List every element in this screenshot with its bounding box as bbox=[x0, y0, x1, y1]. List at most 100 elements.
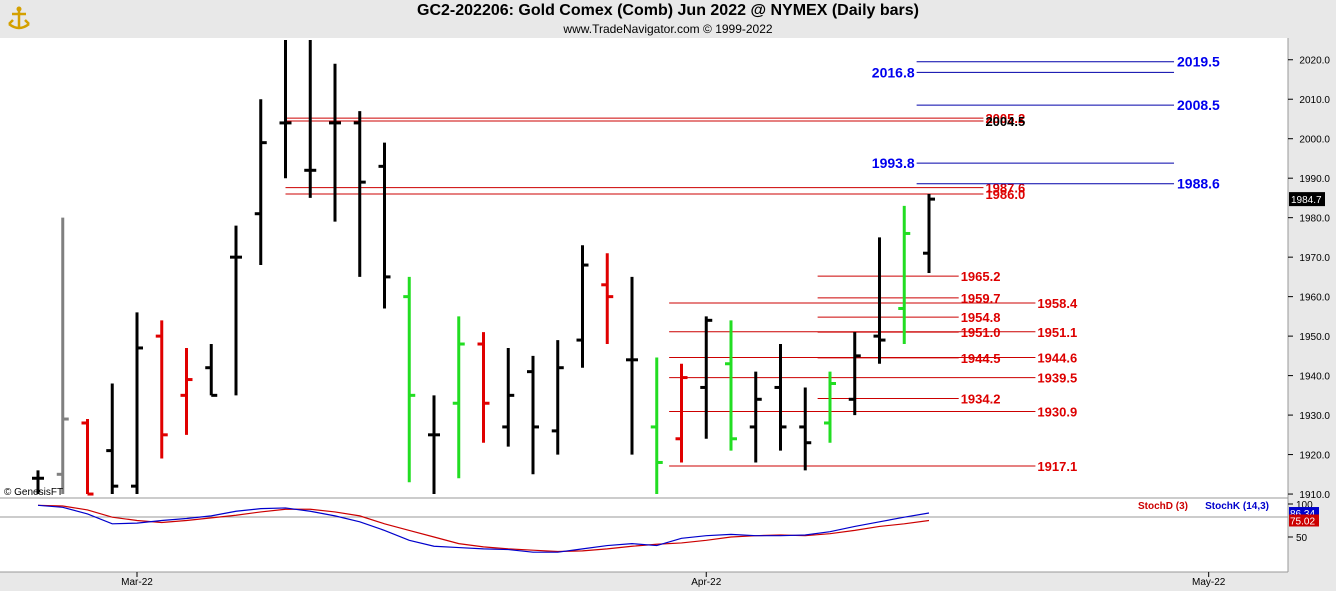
ohlc-bar bbox=[749, 371, 762, 463]
ohlc-bar bbox=[774, 344, 787, 451]
blue-level-label: 1993.8 bbox=[872, 155, 915, 171]
red-level-label: 1944.5 bbox=[961, 351, 1001, 366]
ohlc-bar bbox=[131, 312, 143, 495]
ohlc-bar bbox=[576, 245, 589, 368]
ohlc-bar bbox=[848, 332, 861, 416]
red-level-label: 1944.6 bbox=[1037, 350, 1077, 365]
x-tick-label: Apr-22 bbox=[691, 577, 721, 588]
stochd-line bbox=[37, 504, 930, 553]
red-level-label: 1965.2 bbox=[961, 269, 1001, 284]
stochd-value: 75.02 bbox=[1290, 516, 1315, 527]
ohlc-bar bbox=[799, 387, 812, 471]
red-level-label: 1958.4 bbox=[1037, 296, 1078, 311]
ohlc-bar bbox=[353, 111, 366, 277]
ohlc-bar bbox=[32, 470, 44, 495]
ohlc-bar bbox=[56, 217, 69, 495]
stochastic-panel bbox=[0, 498, 1288, 572]
red-level-label: 1930.9 bbox=[1037, 405, 1077, 420]
y-tick-label: 1930.0 bbox=[1299, 411, 1330, 422]
y-tick-label: 1940.0 bbox=[1299, 372, 1330, 383]
ohlc-bar bbox=[502, 347, 515, 447]
stoch-tick-label: 50 bbox=[1296, 533, 1308, 544]
ohlc-bar bbox=[551, 340, 564, 455]
ohlc-bar bbox=[626, 276, 638, 455]
ohlc-bar bbox=[700, 316, 713, 439]
y-tick-label: 1970.0 bbox=[1299, 253, 1330, 264]
red-level-label: 1954.8 bbox=[961, 310, 1001, 325]
ohlc-bar bbox=[304, 40, 317, 198]
genesis-watermark: © GenesisFT bbox=[4, 487, 63, 498]
ohlc-bar bbox=[873, 237, 886, 364]
chart-title: GC2-202206: Gold Comex (Comb) Jun 2022 @… bbox=[417, 2, 919, 19]
y-axis-ticks: 1910.0 1920.0 1930.0 1940.0 1950.0 1960.0 1970… bbox=[1288, 56, 1330, 544]
x-axis-labels: Mar-22 Apr-22 May-22 bbox=[121, 572, 1226, 588]
ohlc-bar bbox=[378, 142, 391, 309]
red-level-label: 1917.1 bbox=[1037, 459, 1077, 474]
ohlc-bar bbox=[403, 276, 416, 483]
chart-subtitle: www.TradeNavigator.com © 1999-2022 bbox=[563, 22, 773, 36]
red-level-label: 1951.1 bbox=[1037, 325, 1077, 340]
price-bars bbox=[32, 40, 935, 496]
ohlc-bar bbox=[650, 357, 663, 495]
ohlc-bar bbox=[230, 225, 242, 396]
ohlc-bar bbox=[601, 253, 614, 345]
red-level-label: 1951.0 bbox=[961, 325, 1001, 340]
ohlc-bar bbox=[452, 316, 465, 479]
blue-levels: 2019.5 2016.8 2008.5 1993.8 1988.6 bbox=[872, 54, 1220, 192]
ohlc-bar bbox=[81, 419, 94, 496]
x-tick-label: Mar-22 bbox=[121, 577, 153, 588]
x-tick-label: May-22 bbox=[1192, 577, 1226, 588]
y-tick-label: 2000.0 bbox=[1299, 135, 1330, 146]
y-tick-label: 1920.0 bbox=[1299, 451, 1330, 462]
stoch-tick-label: 100 bbox=[1296, 500, 1313, 511]
ohlc-bar bbox=[254, 99, 267, 266]
y-tick-label: 1980.0 bbox=[1299, 214, 1330, 225]
ohlc-bar bbox=[675, 363, 688, 463]
red-level-label: 2004.5 bbox=[985, 114, 1025, 129]
red-level-label: 1986.0 bbox=[985, 187, 1025, 202]
stochd-label: StochD (3) bbox=[1138, 501, 1188, 512]
ohlc-bar bbox=[155, 320, 168, 459]
x-axis-panel bbox=[0, 572, 1288, 591]
last-price-box bbox=[1289, 192, 1325, 207]
red-level-label: 1934.2 bbox=[961, 392, 1001, 407]
ohlc-bar bbox=[205, 344, 218, 397]
ohlc-bar bbox=[106, 383, 119, 495]
red-level-label: 1959.7 bbox=[961, 291, 1001, 306]
stochk-label: StochK (14,3) bbox=[1205, 501, 1269, 512]
tradenavigator-logo-icon bbox=[6, 6, 32, 32]
y-tick-label: 1960.0 bbox=[1299, 293, 1330, 304]
red-level-label: 1939.5 bbox=[1037, 371, 1077, 386]
ohlc-bar bbox=[428, 395, 440, 495]
y-tick-label: 1950.0 bbox=[1299, 332, 1330, 343]
ohlc-bar bbox=[923, 193, 935, 273]
red-level-label: 2005.2 bbox=[985, 111, 1025, 126]
ohlc-bar bbox=[824, 371, 836, 443]
blue-level-label: 2016.8 bbox=[872, 64, 915, 80]
last-price-label: 1984.7 bbox=[1291, 195, 1322, 206]
ohlc-bar bbox=[180, 347, 193, 435]
stochk-line bbox=[37, 504, 930, 553]
blue-level-label: 2008.5 bbox=[1177, 97, 1220, 113]
y-tick-label: 1990.0 bbox=[1299, 174, 1330, 185]
blue-level-label: 2019.5 bbox=[1177, 54, 1220, 70]
ohlc-bar bbox=[279, 40, 292, 179]
red-level-label: 1987.6 bbox=[985, 181, 1025, 196]
last-price-marker: 1984.7 bbox=[1289, 192, 1325, 207]
ohlc-bar bbox=[329, 63, 341, 222]
y-tick-label: 2020.0 bbox=[1299, 56, 1330, 67]
price-panel bbox=[0, 38, 1288, 498]
stochastic-lines: 86.3475.02 bbox=[37, 504, 1319, 553]
stochd-value-box bbox=[1289, 514, 1319, 527]
blue-level-label: 1988.6 bbox=[1177, 176, 1220, 192]
ohlc-bar bbox=[725, 320, 737, 451]
y-axis-panel bbox=[1288, 38, 1336, 572]
ohlc-bar bbox=[477, 332, 490, 443]
ohlc-bar bbox=[898, 205, 911, 345]
ohlc-bar bbox=[527, 355, 539, 475]
y-tick-label: 2010.0 bbox=[1299, 95, 1330, 106]
y-tick-label: 1910.0 bbox=[1299, 490, 1330, 501]
